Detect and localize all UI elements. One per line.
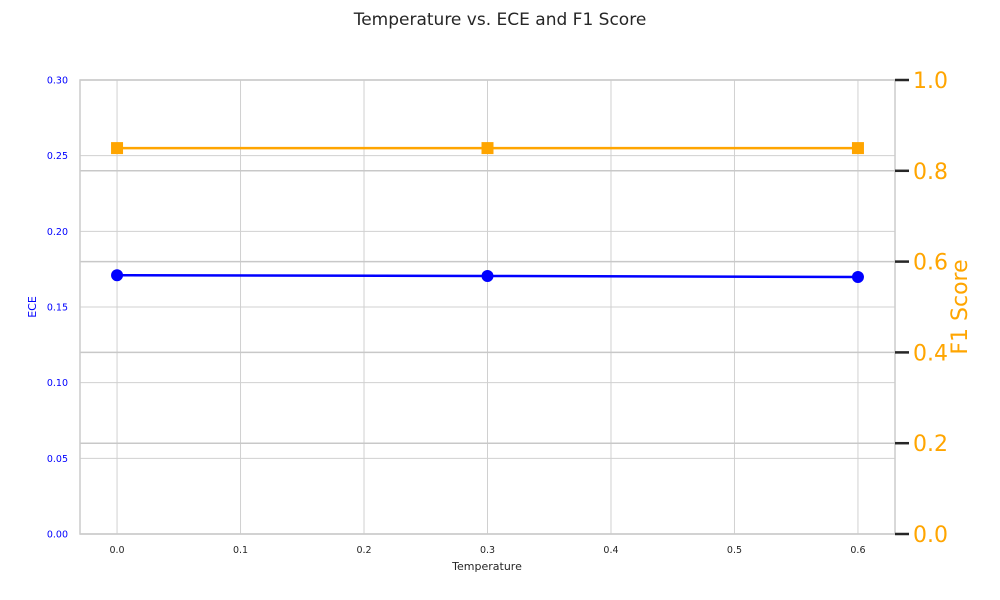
ece-data-point <box>111 269 124 282</box>
x-tick-label: 0.0 <box>109 545 124 556</box>
ece-tick-label: 0.10 <box>47 378 68 389</box>
x-axis-label: Temperature <box>451 560 522 573</box>
x-tick-label: 0.1 <box>233 545 248 556</box>
ece-axis-label: ECE <box>26 296 39 318</box>
x-tick-label: 0.4 <box>603 545 618 556</box>
ece-tick-label: 0.20 <box>47 227 68 238</box>
ece-tick-label: 0.30 <box>47 76 68 87</box>
f1-tick-label: 0.6 <box>913 251 948 276</box>
f1-tick-label: 1.0 <box>913 69 948 94</box>
ece-data-point <box>481 269 494 282</box>
x-tick-label: 0.6 <box>850 545 865 556</box>
f1-tick-label: 0.0 <box>913 523 948 548</box>
chart-title: Temperature vs. ECE and F1 Score <box>353 10 647 30</box>
f1-data-point <box>111 142 124 155</box>
x-axis-ticks: 0.0 0.1 0.2 0.3 0.4 0.5 0.6 <box>109 545 865 556</box>
x-tick-label: 0.5 <box>727 545 742 556</box>
ece-tick-label: 0.25 <box>47 151 68 162</box>
ece-tick-label: 0.15 <box>47 303 68 314</box>
f1-tick-label: 0.4 <box>913 341 948 366</box>
ece-data-point <box>851 271 864 284</box>
f1-tick-label: 0.2 <box>913 432 948 457</box>
series-layer <box>111 142 864 284</box>
f1-data-point <box>481 142 494 155</box>
f1-tick-label: 0.8 <box>913 160 948 185</box>
x-tick-label: 0.2 <box>356 545 371 556</box>
f1-data-point <box>851 142 864 155</box>
ece-tick-label: 0.05 <box>47 454 68 465</box>
f1-axis-ticks: 0.0 0.2 0.4 0.6 0.8 1.0 <box>895 69 948 548</box>
ece-tick-label: 0.00 <box>47 530 68 541</box>
plot-frame <box>79 79 896 535</box>
x-tick-label: 0.3 <box>480 545 495 556</box>
f1-axis-label: F1 Score <box>948 259 973 354</box>
ece-axis-ticks: 0.00 0.05 0.10 0.15 0.20 0.25 0.30 <box>47 76 68 541</box>
